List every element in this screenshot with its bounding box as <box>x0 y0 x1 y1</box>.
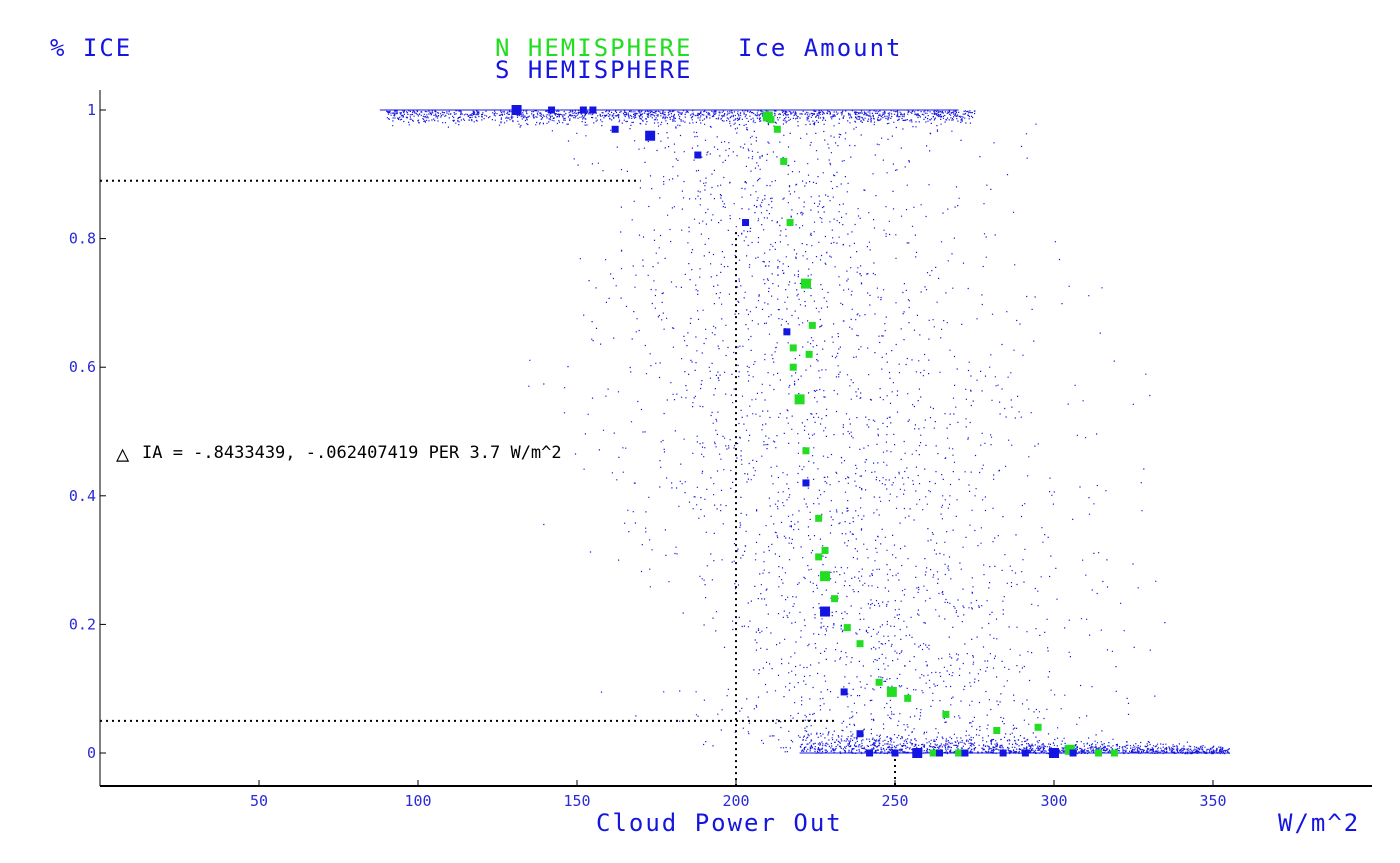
n-hemisphere-point <box>805 350 813 358</box>
n-hemisphere-point <box>808 321 816 329</box>
n-hemisphere-point <box>1110 749 1118 757</box>
n-hemisphere-point <box>786 219 794 227</box>
delta-icon: △ <box>116 442 130 467</box>
n-hemisphere-point <box>904 694 912 702</box>
n-hemisphere-point <box>815 553 823 561</box>
scatter-cloud <box>379 109 1230 755</box>
s-hemisphere-point <box>961 749 969 757</box>
s-hemisphere-point <box>866 749 874 757</box>
n-hemisphere-point <box>820 571 831 582</box>
n-hemisphere-point <box>843 624 851 632</box>
s-hemisphere-point <box>912 748 923 758</box>
n-hemisphere-point <box>856 640 864 648</box>
series-points <box>511 105 1118 758</box>
reference-lines <box>100 179 896 786</box>
s-hemisphere-point <box>856 730 864 738</box>
s-hemisphere-point <box>783 328 791 336</box>
x-tick-label: 300 <box>1040 792 1067 810</box>
n-hemisphere-point <box>1034 723 1042 731</box>
axes: 50 100 150 200 250 300 350 0 0.2 0.4 0.6 0.8 1 <box>69 90 1372 810</box>
n-hemisphere-point <box>1095 749 1103 757</box>
s-hemisphere-point <box>820 606 831 617</box>
s-hemisphere-point <box>511 105 522 115</box>
s-hemisphere-point <box>999 749 1007 757</box>
annotation-text: IA = -.8433439, -.062407419 PER 3.7 W/m^… <box>142 443 562 463</box>
s-hemisphere-point <box>802 479 810 487</box>
x-tick-label: 250 <box>881 792 908 810</box>
s-hemisphere-point <box>1021 749 1029 757</box>
y-tick-label: 0.4 <box>69 487 96 505</box>
n-hemisphere-point <box>815 514 823 522</box>
n-hemisphere-point <box>875 678 883 686</box>
y-tick-label: 0.8 <box>69 230 96 248</box>
s-hemisphere-point <box>589 106 597 114</box>
x-tick-label: 50 <box>250 792 268 810</box>
n-hemisphere-point <box>780 157 788 165</box>
n-hemisphere-point <box>942 710 950 718</box>
y-axis-label: % ICE <box>50 34 132 62</box>
n-hemisphere-point <box>802 447 810 455</box>
n-hemisphere-point <box>767 116 775 124</box>
s-hemisphere-point <box>694 151 702 159</box>
s-hemisphere-point <box>548 106 556 114</box>
s-hemisphere-point <box>645 130 656 141</box>
y-tick-label: 0 <box>87 744 96 762</box>
n-hemisphere-point <box>955 749 963 757</box>
y-tick-label: 1 <box>87 101 96 119</box>
s-hemisphere-point <box>1049 748 1059 758</box>
x-tick-label: 200 <box>722 792 749 810</box>
s-hemisphere-point <box>742 219 750 227</box>
n-hemisphere-point <box>773 125 781 133</box>
x-axis-unit: W/m^2 <box>1278 809 1360 837</box>
scatter-cloud-points <box>386 110 1230 755</box>
n-hemisphere-point <box>886 686 897 697</box>
title-s-hemisphere: S HEMISPHERE <box>495 56 692 84</box>
s-hemisphere-point <box>579 106 587 114</box>
n-hemisphere-point <box>800 278 811 289</box>
y-tick-label: 0.6 <box>69 358 96 376</box>
x-tick-label: 100 <box>404 792 431 810</box>
n-hemisphere-point <box>831 595 839 603</box>
title-n-hemisphere: N HEMISPHERE <box>495 34 692 62</box>
s-hemisphere-point <box>1069 749 1077 757</box>
n-hemisphere-point <box>929 749 937 757</box>
s-hemisphere-point <box>611 125 619 133</box>
x-axis-label: Cloud Power Out <box>596 809 843 837</box>
title-ice-amount: Ice Amount <box>738 34 903 62</box>
s-hemisphere-point <box>936 749 944 757</box>
y-tick-label: 0.2 <box>69 615 96 633</box>
s-hemisphere-point <box>891 749 899 757</box>
n-hemisphere-point <box>993 726 1001 734</box>
n-hemisphere-point <box>794 394 805 405</box>
s-hemisphere-point <box>840 688 848 696</box>
n-hemisphere-point <box>821 546 829 554</box>
n-hemisphere-point <box>789 344 797 352</box>
x-tick-label: 150 <box>563 792 590 810</box>
n-hemisphere-point <box>789 363 797 371</box>
x-tick-label: 350 <box>1199 792 1226 810</box>
